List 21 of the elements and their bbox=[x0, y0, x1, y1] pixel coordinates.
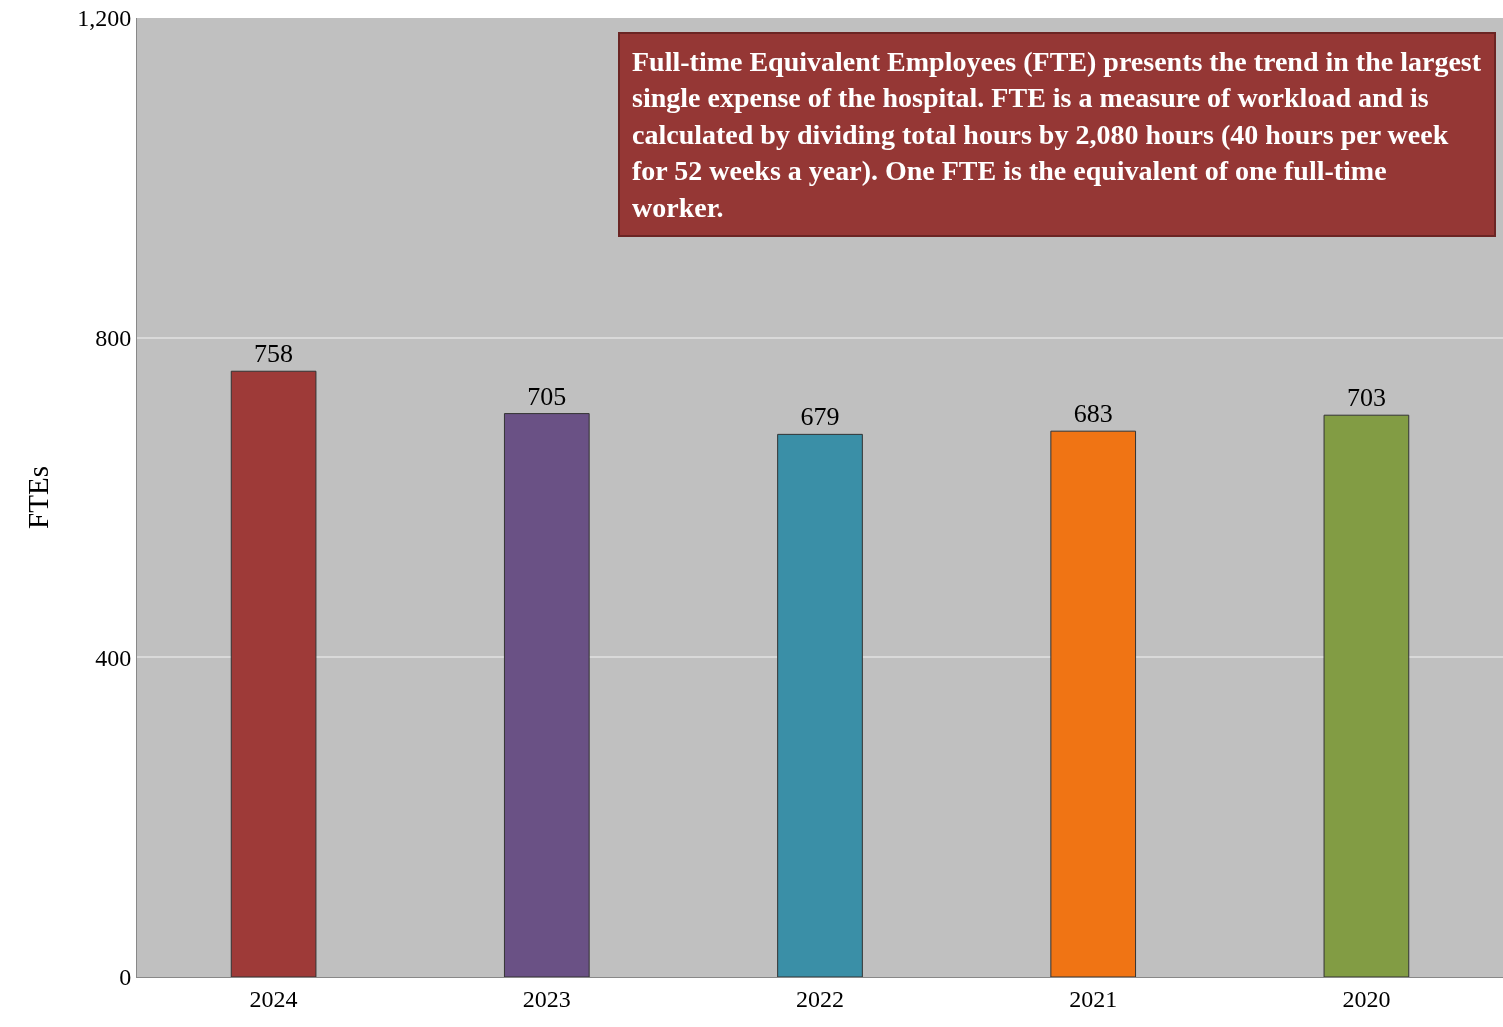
y-tick-label: 800 bbox=[95, 325, 132, 352]
data-label: 683 bbox=[1073, 399, 1113, 429]
y-tick-label: 1,200 bbox=[77, 5, 132, 32]
bar bbox=[503, 413, 590, 977]
data-label: 703 bbox=[1346, 383, 1386, 413]
x-tick-label: 2021 bbox=[1069, 985, 1118, 1012]
data-label: 705 bbox=[527, 381, 567, 411]
x-tick-label: 2022 bbox=[796, 985, 844, 1012]
bar bbox=[777, 433, 863, 977]
annotation: Full-time Equivalent Employees (FTE) presents the trend in the largest single expense of the hospital. FTE is a measure of workload and is calculated by dividing total hours by 2,080 hours (40 hours per week for 52 weeks a year). One FTE is the equivalent of one full-time worker. bbox=[632, 46, 1482, 223]
y-tick-label: 400 bbox=[95, 644, 132, 671]
y-axis-title: FTEs bbox=[21, 466, 54, 529]
bar bbox=[1050, 430, 1137, 977]
bar bbox=[230, 370, 317, 977]
y-tick-label: 0 bbox=[119, 964, 132, 991]
bar bbox=[1323, 414, 1410, 977]
data-label: 758 bbox=[254, 339, 294, 369]
x-tick-label: 2024 bbox=[249, 985, 298, 1012]
data-label: 679 bbox=[800, 402, 840, 432]
x-tick-label: 2023 bbox=[522, 985, 571, 1012]
x-tick-label: 2020 bbox=[1342, 985, 1391, 1012]
